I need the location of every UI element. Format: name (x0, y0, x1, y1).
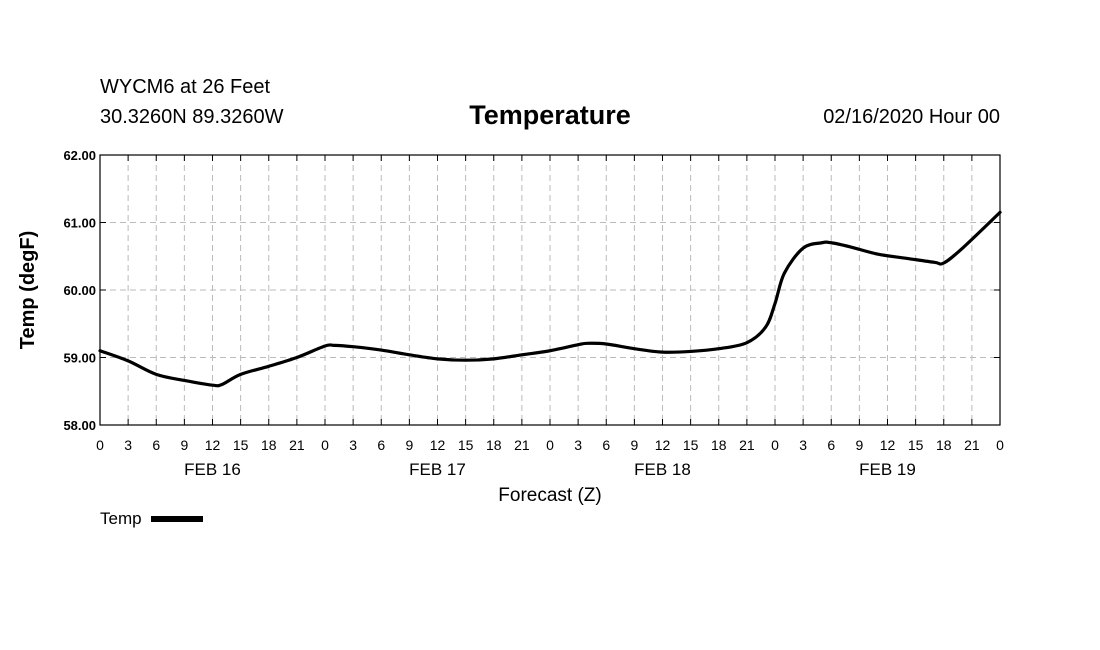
x-tick-label: 15 (458, 437, 474, 453)
x-tick-label: 12 (655, 437, 671, 453)
x-tick-label: 21 (739, 437, 755, 453)
x-tick-label: 6 (377, 437, 385, 453)
legend: Temp (100, 509, 203, 529)
chart-title: Temperature (469, 100, 631, 130)
x-tick-label: 18 (486, 437, 502, 453)
y-tick-label: 61.00 (63, 216, 96, 231)
y-axis-label: Temp (degF) (17, 231, 39, 350)
x-tick-label: 3 (574, 437, 582, 453)
day-label: FEB 16 (184, 460, 241, 479)
x-tick-label: 0 (996, 437, 1004, 453)
legend-label: Temp (100, 509, 142, 528)
x-tick-label: 12 (205, 437, 221, 453)
x-tick-label: 18 (936, 437, 952, 453)
day-label: FEB 18 (634, 460, 691, 479)
y-tick-label: 58.00 (63, 418, 96, 433)
x-tick-label: 3 (124, 437, 132, 453)
x-tick-label: 12 (430, 437, 446, 453)
x-tick-label: 0 (96, 437, 104, 453)
x-tick-label: 9 (855, 437, 863, 453)
station-label: WYCM6 at 26 Feet (100, 76, 271, 98)
x-tick-label: 21 (514, 437, 530, 453)
x-tick-label: 12 (880, 437, 896, 453)
x-tick-label: 15 (683, 437, 699, 453)
x-tick-label: 21 (964, 437, 980, 453)
x-axis-label: Forecast (Z) (498, 485, 601, 506)
x-tick-label: 3 (349, 437, 357, 453)
x-tick-label: 15 (908, 437, 924, 453)
x-tick-label: 9 (405, 437, 413, 453)
day-label: FEB 19 (859, 460, 916, 479)
legend-swatch (150, 516, 203, 522)
x-tick-label: 6 (152, 437, 160, 453)
forecast-datetime: 02/16/2020 Hour 00 (823, 106, 1000, 128)
x-tick-label: 9 (630, 437, 638, 453)
x-tick-label: 9 (180, 437, 188, 453)
y-tick-label: 59.00 (63, 351, 96, 366)
x-tick-label: 6 (602, 437, 610, 453)
x-tick-label: 0 (321, 437, 329, 453)
x-tick-label: 15 (233, 437, 249, 453)
series-line-temp (98, 210, 1002, 388)
x-tick-label: 0 (546, 437, 554, 453)
x-tick-label: 0 (771, 437, 779, 453)
day-label: FEB 17 (409, 460, 466, 479)
y-tick-label: 60.00 (63, 283, 96, 298)
x-tick-label: 21 (289, 437, 305, 453)
x-tick-label: 18 (261, 437, 277, 453)
coordinates-label: 30.3260N 89.3260W (100, 106, 284, 128)
y-tick-label: 62.00 (63, 148, 96, 163)
x-tick-label: 18 (711, 437, 727, 453)
x-tick-label: 6 (827, 437, 835, 453)
x-tick-label: 3 (799, 437, 807, 453)
